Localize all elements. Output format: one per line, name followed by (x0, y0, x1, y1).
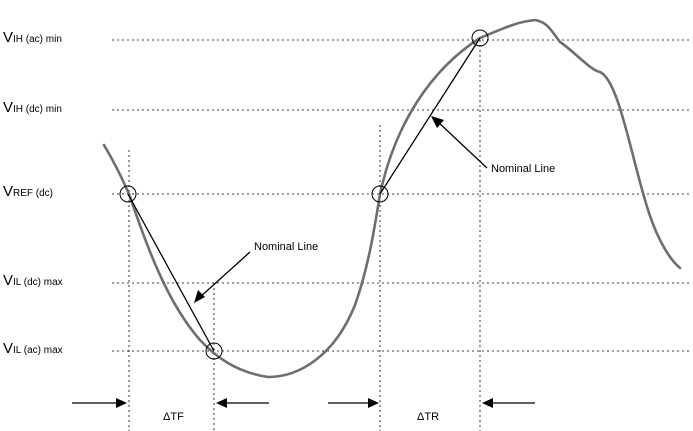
tf-right-arrowhead (216, 398, 227, 408)
delta-tf-label: ΔTF (163, 411, 184, 423)
label-vil-ac-max: VIL (ac) max (3, 340, 63, 357)
crossing-circle-vihac-rise (471, 29, 489, 47)
label-vih-dc-min: VIH (dc) min (3, 99, 62, 116)
label-vil-dc-max: VIL (dc) max (3, 272, 63, 289)
signal-waveform (102, 18, 682, 379)
nominal-line-fall (127, 193, 215, 352)
nominal-fall-pointer (198, 251, 251, 299)
crossing-circle-vilac-fall (205, 342, 223, 360)
nominal-line-rise (379, 37, 481, 195)
label-vref-dc: VREF (dc) (3, 183, 53, 200)
nominal-rise-pointer (436, 120, 488, 169)
nominal-fall-arrowhead (194, 290, 205, 303)
label-vih-ac-min: VIH (ac) min (3, 29, 62, 46)
delta-tr-label: ΔTR (417, 411, 439, 423)
crossing-circle-vref-fall (119, 185, 137, 203)
nominal-rise-arrowhead (431, 116, 444, 128)
crossing-circle-vref-rise (371, 185, 389, 203)
nominal-line-fall-text: Nominal Line (254, 241, 318, 253)
tf-left-arrowhead (116, 398, 127, 408)
nominal-line-rise-text: Nominal Line (491, 163, 555, 175)
tr-right-arrowhead (482, 398, 493, 408)
tr-left-arrowhead (368, 398, 379, 408)
